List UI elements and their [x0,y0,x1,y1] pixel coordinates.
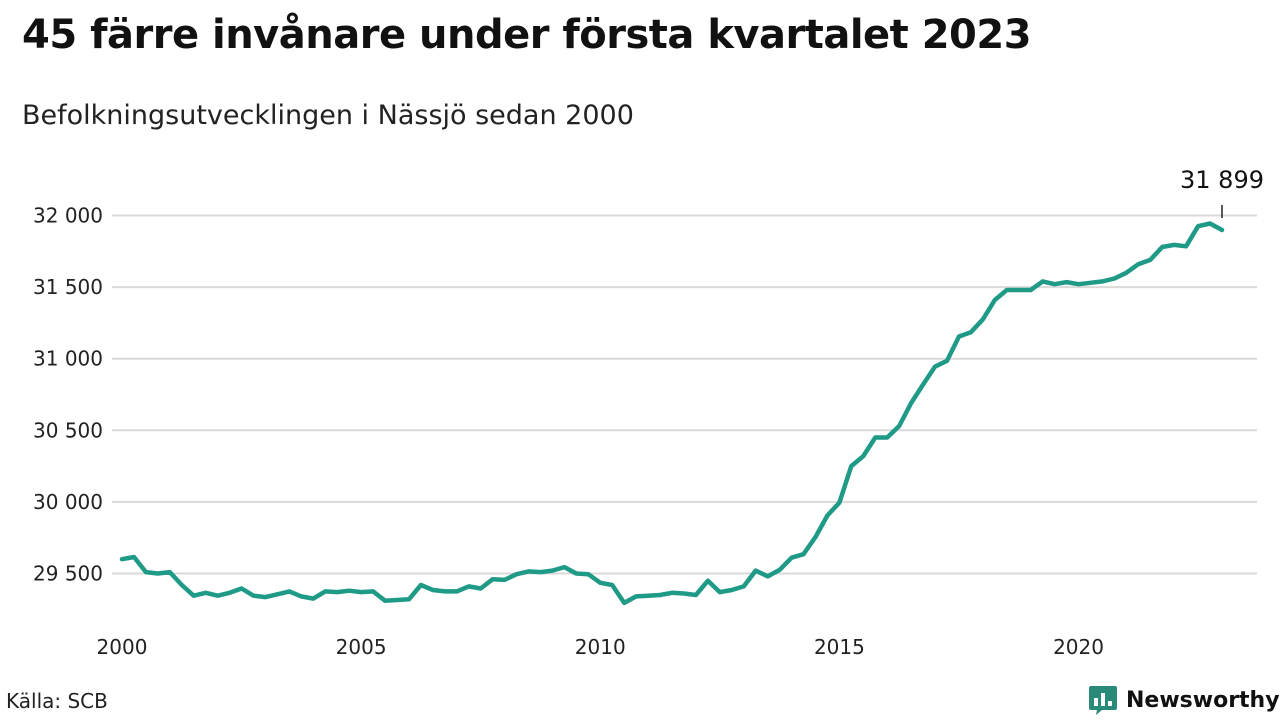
x-tick-label: 2005 [336,635,387,659]
y-axis-labels: 29 500 30 000 30 500 31 000 31 500 32 000 [33,204,103,586]
source-note: Källa: SCB [6,689,108,713]
series-layer [119,221,1225,606]
y-tick-label: 32 000 [33,204,103,228]
x-tick-label: 2000 [97,635,148,659]
series-line [119,221,1225,606]
line-chart: 29 500 30 000 30 500 31 000 31 500 32 000 200… [33,166,1264,659]
x-tick-label: 2020 [1053,635,1104,659]
y-tick-label: 29 500 [33,562,103,586]
last-value-label: 31 899 [1180,166,1264,194]
y-tick-label: 31 500 [33,275,103,299]
x-tick-label: 2015 [814,635,865,659]
y-tick-label: 31 000 [33,347,103,371]
bar-chart-speech-bubble-icon [1089,686,1117,715]
x-axis-labels: 2000 2005 2010 2015 2020 [97,635,1104,659]
gridlines [112,214,1257,575]
x-tick-label: 2010 [575,635,626,659]
brand-logo[interactable]: Newsworthy [1088,684,1280,716]
annotation-layer: 31 899 [1180,166,1264,218]
y-tick-label: 30 500 [33,418,103,442]
y-tick-label: 30 000 [33,490,103,514]
chart-title: 45 färre invånare under första kvartalet… [22,12,1032,58]
brand-name: Newsworthy [1126,687,1280,713]
chart-subtitle: Befolkningsutvecklingen i Nässjö sedan 2… [22,100,634,131]
